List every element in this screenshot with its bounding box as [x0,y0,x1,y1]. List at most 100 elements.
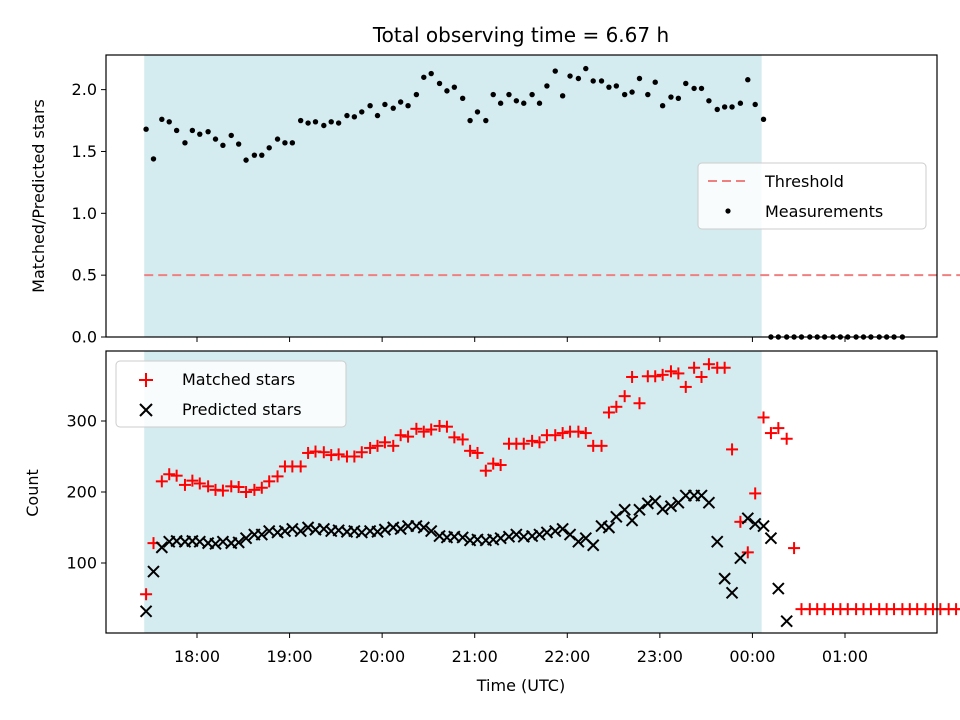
matched-star-point [456,433,469,446]
matched-star-point [633,397,646,410]
measurement-point [513,98,520,104]
x-tick-label: 00:00 [729,647,775,666]
matched-star-point [664,365,677,378]
matched-star-point [517,437,530,450]
predicted-star-point [155,541,169,554]
predicted-star-point [147,565,160,578]
measurement-point [567,73,573,79]
measurement-point [729,104,735,110]
measurement-point [305,120,311,126]
predicted-star-point [255,528,269,541]
measurement-point [321,122,327,129]
legend-predicted-label: Predicted stars [182,400,302,419]
matched-star-point [688,361,701,374]
predicted-star-point [502,530,516,543]
x-tick-label: 21:00 [452,647,498,666]
matched-star-point [178,478,191,491]
measurement-point [645,91,651,98]
matched-star-point [302,446,315,459]
matched-star-point [672,367,685,380]
measurement-point [583,65,589,72]
measurement-point [714,106,720,113]
bottom-legend: Matched stars Predicted stars [115,360,347,428]
matched-star-point [610,400,623,413]
measurement-point [274,136,281,142]
bottom-legend-box [115,360,347,428]
matched-star-point [494,459,507,472]
top-y-tick-label: 0.5 [72,266,97,285]
measurement-point [173,127,180,134]
matched-star-point [294,460,307,473]
predicted-star-point [294,524,307,538]
measurement-point [243,157,249,163]
matched-star-point [332,448,345,461]
matched-star-point [170,469,183,482]
matched-star-point [317,446,330,459]
measurement-point [259,152,265,158]
matched-star-point [402,430,415,443]
matched-star-point [741,546,754,559]
measurement-point [251,152,258,158]
predicted-star-point [757,519,770,533]
predicted-star-point [456,531,469,544]
predicted-star-point [618,503,631,516]
matched-star-point [440,420,453,433]
measurement-point [629,89,635,95]
measurement-point [359,109,365,115]
measurement-point [467,117,473,124]
predicted-star-point [278,524,292,538]
predicted-star-point [317,522,331,536]
bottom-y-tick-label: 200 [66,483,97,502]
measurement-point [166,119,172,125]
measurement-point [382,101,388,108]
measurement-point [598,78,605,84]
predicted-star-point [741,512,754,525]
measurement-point [590,78,596,84]
predicted-star-point [239,531,253,545]
top-y-tick-label: 1.0 [72,204,97,223]
predicted-star-point [725,586,739,600]
measurement-point [613,83,620,89]
x-tick-label: 22:00 [544,647,590,666]
measurement-point [698,85,705,92]
measurement-point [737,100,744,106]
bottom-y-tick-label: 100 [66,554,97,573]
x-tick-label: 23:00 [637,647,683,666]
predicted-star-point [301,521,315,534]
predicted-star-point [664,499,678,513]
measurement-point [659,103,666,109]
matched-star-point [549,429,562,442]
predicted-star-point [394,522,407,536]
matched-star-point [780,432,793,445]
matched-star-point [348,450,361,463]
measurement-point [282,140,288,146]
matched-star-point [950,603,960,616]
legend-threshold-label: Threshold [764,172,844,191]
predicted-star-point [711,535,724,548]
matched-star-point [618,390,631,403]
predicted-star-point [764,531,778,545]
top-y-tick-label: 1.5 [72,142,97,161]
measurement-point [691,85,697,92]
measurement-point [312,119,319,125]
matched-star-point [764,427,777,440]
matched-star-point [726,443,739,456]
predicted-star-point [772,582,785,595]
measurement-point [668,94,674,100]
bottom-y-axis-label: Count [23,469,42,517]
predicted-star-point [209,537,222,551]
matched-star-point [255,481,268,494]
measurement-point [351,114,358,120]
x-tick-label: 20:00 [359,647,405,666]
predicted-star-point [424,524,438,538]
predicted-star-point [625,514,639,527]
measurement-point [143,126,149,132]
predicted-star-point [656,502,669,516]
matched-star-point [479,464,492,477]
top-legend: Threshold Measurements [697,162,927,230]
measurement-point [506,91,512,98]
top-panel: 0.0 0.5 1.0 1.5 2.0 Total observing time = 6… [29,23,960,347]
measurement-point [197,131,203,137]
matched-star-point [193,477,206,490]
measurement-point [328,119,334,125]
